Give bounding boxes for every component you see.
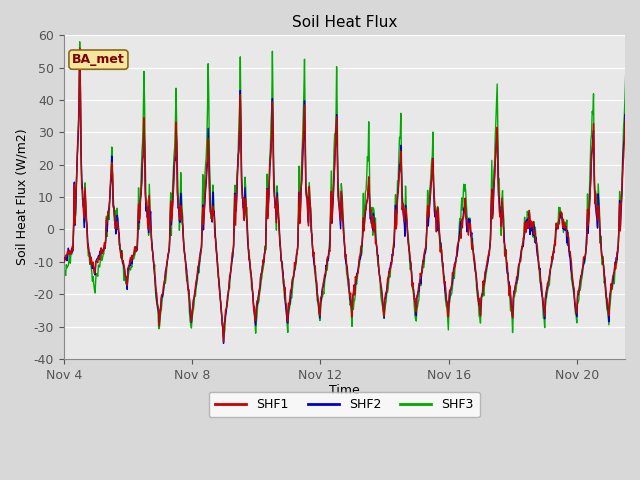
- SHF3: [220, 336, 227, 342]
- Line: SHF1: SHF1: [63, 48, 640, 342]
- SHF2: [81, 188, 89, 194]
- SHF1: [76, 45, 84, 51]
- Y-axis label: Soil Heat Flux (W/m2): Soil Heat Flux (W/m2): [15, 129, 28, 265]
- SHF3: [60, 277, 67, 283]
- SHF1: [388, 258, 396, 264]
- SHF1: [220, 339, 227, 345]
- SHF1: [196, 253, 204, 259]
- SHF2: [302, 187, 310, 193]
- SHF3: [196, 257, 204, 263]
- Line: SHF2: SHF2: [63, 49, 640, 343]
- SHF3: [302, 184, 310, 190]
- SHF1: [637, 298, 640, 303]
- X-axis label: Time: Time: [329, 384, 360, 397]
- SHF1: [271, 205, 279, 211]
- Title: Soil Heat Flux: Soil Heat Flux: [292, 15, 397, 30]
- SHF3: [271, 201, 279, 207]
- SHF2: [527, 228, 535, 234]
- Legend: SHF1, SHF2, SHF3: SHF1, SHF2, SHF3: [209, 392, 480, 418]
- SHF2: [220, 340, 227, 346]
- Line: SHF3: SHF3: [63, 42, 640, 339]
- SHF2: [196, 250, 204, 256]
- SHF3: [388, 257, 396, 263]
- SHF1: [527, 218, 535, 224]
- SHF2: [388, 252, 396, 257]
- SHF2: [76, 46, 84, 52]
- SHF3: [637, 306, 640, 312]
- SHF2: [637, 300, 640, 305]
- SHF1: [81, 185, 89, 191]
- SHF3: [81, 180, 89, 186]
- SHF3: [76, 39, 84, 45]
- SHF3: [527, 221, 535, 227]
- SHF2: [271, 198, 279, 204]
- SHF1: [60, 260, 67, 265]
- SHF1: [302, 189, 310, 195]
- Text: BA_met: BA_met: [72, 53, 125, 66]
- SHF2: [60, 259, 67, 264]
